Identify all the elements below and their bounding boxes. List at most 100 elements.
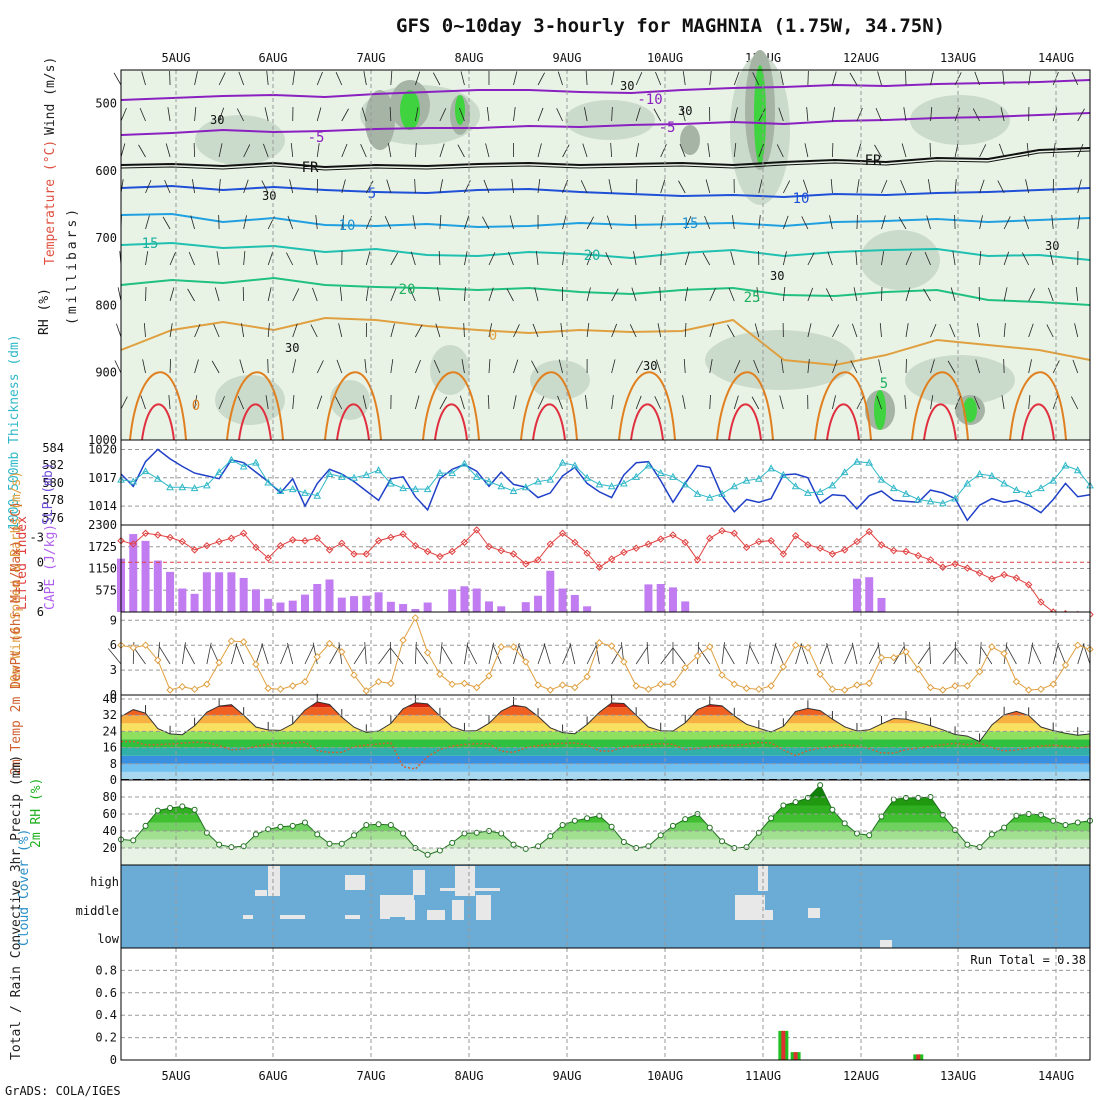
thickness-marker <box>865 458 874 466</box>
wind-barb <box>733 71 740 86</box>
cape-bar <box>865 577 874 612</box>
top-date-label: 5AUG <box>162 51 191 65</box>
wind-barb <box>631 287 637 302</box>
wind-barb <box>341 108 349 122</box>
wind-barb <box>606 215 613 230</box>
rh-base <box>121 848 1090 865</box>
cape-tick-label: 2300 <box>88 518 117 532</box>
wind-barb <box>1028 395 1031 410</box>
wind-barb <box>1048 287 1054 302</box>
rh-marker <box>547 833 554 840</box>
boundary-layer-contour-inner <box>728 403 762 441</box>
wind-barb <box>850 360 858 374</box>
thickness-marker <box>705 493 714 501</box>
rh-marker <box>657 832 664 839</box>
thickness-marker <box>227 455 236 463</box>
lifted-index-marker <box>264 554 272 562</box>
thickness-marker <box>877 475 886 483</box>
wind-barb-10m <box>795 643 803 665</box>
top-date-label: 6AUG <box>259 51 288 65</box>
wind-speed-marker <box>325 639 334 648</box>
boundary-layer-contour <box>226 371 284 441</box>
boundary-layer-contour-inner <box>630 403 664 441</box>
bottom-date-label: 7AUG <box>357 1069 386 1083</box>
lifted-index-marker <box>742 543 751 552</box>
wind-barb <box>537 396 545 410</box>
isotherm-label: -5 <box>659 120 676 136</box>
wind-barb <box>684 216 692 230</box>
wind-barb <box>949 323 956 338</box>
wind-barb <box>954 143 959 158</box>
wind-barb <box>754 323 760 338</box>
cape-bar <box>227 572 236 612</box>
wind-speed-marker <box>129 643 137 652</box>
cape-bar <box>497 606 506 612</box>
thickness-marker <box>828 481 837 489</box>
wind-barb <box>292 395 295 410</box>
isotherm-line <box>120 241 1091 261</box>
wind-barb <box>756 287 760 302</box>
wind-speed-marker <box>546 686 555 694</box>
thickness-marker <box>570 461 579 469</box>
wind-barb <box>881 179 888 194</box>
lifted-index-marker <box>436 552 444 561</box>
wind-barb <box>779 395 784 410</box>
wind-barb-10m <box>942 647 956 665</box>
thickness-marker <box>926 497 935 505</box>
wind-barb <box>611 71 615 86</box>
cape-bar <box>153 560 162 612</box>
lifted-index-marker <box>620 548 628 557</box>
thickness-marker <box>411 485 420 493</box>
rh-marker <box>939 811 946 818</box>
wind-barb <box>930 359 935 374</box>
lifted-index-marker <box>534 556 542 564</box>
wind-barb <box>560 323 563 338</box>
boundary-layer-contour <box>814 371 872 441</box>
cape-bar <box>202 572 211 612</box>
boundary-layer-contour <box>129 371 187 441</box>
rh-marker <box>1050 817 1057 824</box>
wind-barb <box>488 287 494 302</box>
isotherm-label: 15 <box>142 236 159 252</box>
wind-barb <box>292 71 296 86</box>
cloud-block <box>765 910 773 920</box>
wind-barb <box>605 252 612 266</box>
thickness-tick-label: 584 <box>42 441 64 455</box>
rh-marker <box>890 796 897 803</box>
wind-barb <box>635 143 639 158</box>
wind-speed-marker <box>865 679 873 688</box>
cape-bar <box>448 589 457 612</box>
wind-barb <box>952 251 956 266</box>
wind-barb <box>287 215 294 230</box>
rh-marker <box>338 840 345 847</box>
rh-marker <box>915 794 922 801</box>
wind-barb <box>930 323 937 338</box>
lifted-index-marker <box>411 542 420 550</box>
wind-barb <box>1071 396 1079 410</box>
wind-barb <box>849 72 858 86</box>
wind-speed-marker <box>644 685 653 693</box>
wind-barb <box>733 360 741 374</box>
wind-barb <box>1003 323 1006 338</box>
wind-barb <box>412 215 416 230</box>
wind-barb <box>167 107 171 122</box>
wind-barb <box>316 107 322 122</box>
boundary-layer-contour-inner <box>826 403 860 441</box>
thickness-marker <box>669 472 677 480</box>
bottom-date-label: 5AUG <box>162 1069 191 1083</box>
wind-barb <box>218 143 223 158</box>
wind-barb <box>562 144 570 158</box>
wind-barb <box>509 215 514 230</box>
wind-barb <box>1028 288 1036 302</box>
wind-barb <box>679 143 686 158</box>
wind-speed-marker <box>767 682 775 690</box>
bottom-date-labels: 5AUG 6AUG 7AUG 8AUG 9AUG 10AUG 11AUG 12AUG 13AUG… <box>162 1069 1075 1083</box>
cloud-block <box>440 888 500 891</box>
wind-speed-marker <box>203 680 211 688</box>
wind-barb <box>365 251 371 266</box>
wind-barb-10m <box>721 642 725 665</box>
wind-barb <box>532 323 539 338</box>
wind-speed-marker <box>620 658 628 666</box>
rh-marker <box>375 821 382 828</box>
rh-shading-green <box>400 90 420 130</box>
